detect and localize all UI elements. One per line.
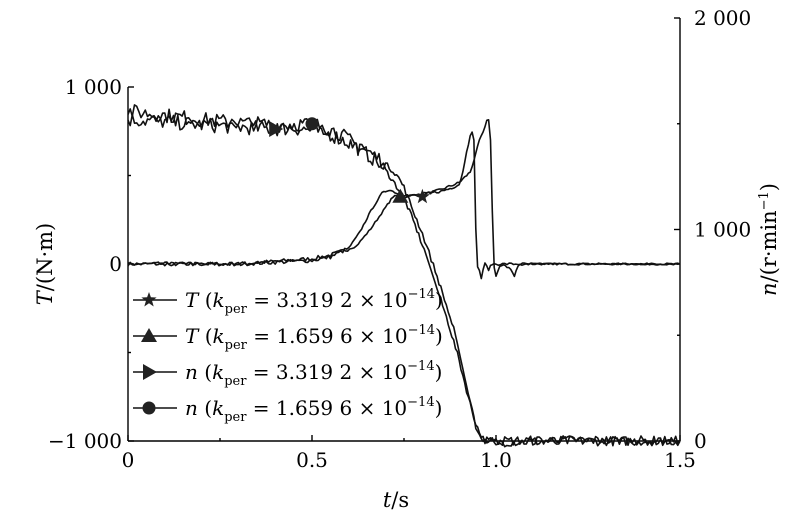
legend-marker-T2 bbox=[141, 328, 157, 342]
left-y-axis-label: T/(N·m) bbox=[33, 223, 57, 305]
marker-T2 bbox=[392, 188, 409, 203]
series-line-n2 bbox=[127, 104, 681, 446]
right-y-tick-label: 1 000 bbox=[694, 218, 751, 242]
legend-marker-n1 bbox=[143, 364, 157, 380]
legend-label: n (kper = 1.659 6 × 10−14) bbox=[185, 395, 442, 425]
marker-n1 bbox=[269, 121, 284, 138]
right-y-tick-label: 0 bbox=[694, 429, 707, 453]
series-line-T2 bbox=[127, 131, 681, 280]
right-y-axis-label: n/(r·min−1) bbox=[757, 183, 781, 296]
legend-entry-T1: T (kper = 3.319 2 × 10−14) bbox=[133, 287, 443, 317]
legend-marker-T1 bbox=[141, 292, 157, 307]
marker-n2 bbox=[305, 117, 319, 131]
series-markers bbox=[269, 117, 430, 204]
right-y-tick-label: 2 000 bbox=[694, 6, 751, 30]
x-axis-label: t/s bbox=[383, 488, 409, 512]
x-tick-label: 1.0 bbox=[480, 448, 512, 472]
x-tick-label: 0 bbox=[122, 448, 135, 472]
x-tick-label: 0.5 bbox=[296, 448, 328, 472]
legend-label: T (kper = 3.319 2 × 10−14) bbox=[185, 287, 443, 317]
left-y-tick-label: 0 bbox=[109, 252, 122, 276]
legend-label: n (kper = 3.319 2 × 10−14) bbox=[185, 359, 442, 389]
x-tick-label: 1.5 bbox=[664, 448, 696, 472]
legend-entry-n1: n (kper = 3.319 2 × 10−14) bbox=[133, 359, 442, 389]
legend-label: T (kper = 1.659 6 × 10−14) bbox=[185, 323, 443, 353]
legend-entry-n2: n (kper = 1.659 6 × 10−14) bbox=[133, 395, 442, 425]
left-y-tick-label: −1 000 bbox=[48, 429, 122, 453]
legend: T (kper = 3.319 2 × 10−14) T (kper = 1.65… bbox=[133, 287, 443, 425]
marker-T1 bbox=[414, 188, 430, 204]
left-y-tick-label: 1 000 bbox=[65, 75, 122, 99]
legend-entry-T2: T (kper = 1.659 6 × 10−14) bbox=[133, 323, 443, 353]
legend-marker-n2 bbox=[142, 401, 156, 415]
